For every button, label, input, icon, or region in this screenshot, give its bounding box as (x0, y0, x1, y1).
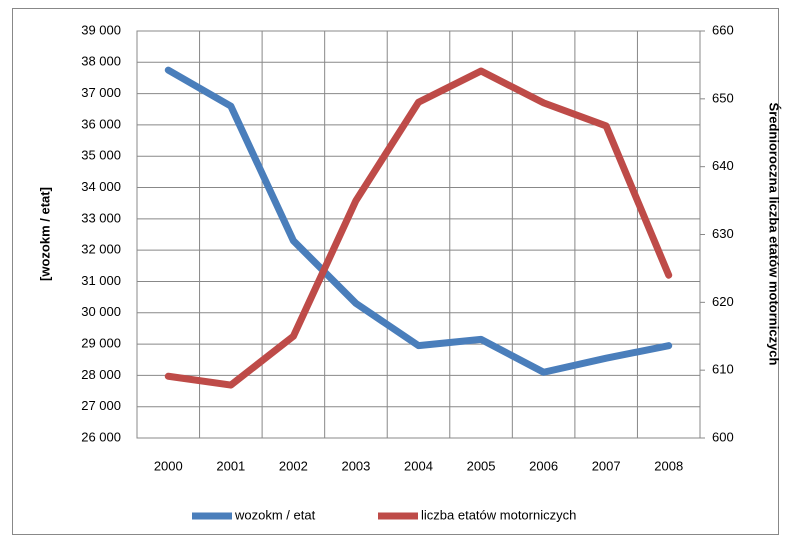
y2-tick-label: 640 (712, 158, 734, 173)
plot-area (136, 30, 701, 439)
legend-label: wozokm / etat (234, 507, 316, 522)
x-tick-label: 2006 (529, 458, 558, 473)
y-tick-label: 33 000 (81, 210, 121, 225)
x-tick-label: 2004 (404, 458, 433, 473)
y-tick-label: 36 000 (81, 116, 121, 131)
x-tick-label: 2005 (467, 458, 496, 473)
y2-tick-label: 600 (712, 429, 734, 444)
x-tick-label: 2001 (216, 458, 245, 473)
y-axis-title: [wozokm / etat] (37, 187, 52, 281)
legend-label: liczba etatów motorniczych (421, 507, 576, 522)
y2-tick-label: 620 (712, 294, 734, 309)
x-tick-label: 2007 (592, 458, 621, 473)
y-tick-label: 28 000 (81, 367, 121, 382)
y2-tick-label: 660 (712, 22, 734, 37)
y-tick-label: 32 000 (81, 242, 121, 257)
x-tick-label: 2008 (654, 458, 683, 473)
x-tick-label: 2003 (341, 458, 370, 473)
x-tick-label: 2002 (279, 458, 308, 473)
y2-tick-label: 630 (712, 226, 734, 241)
y-tick-label: 34 000 (81, 179, 121, 194)
x-tick-label: 2000 (154, 458, 183, 473)
series-line (164, 67, 673, 389)
y-tick-label: 31 000 (81, 273, 121, 288)
y2-tick-label: 650 (712, 90, 734, 105)
y2-axis-title: Średnioroczna liczba etatów motorniczych (767, 103, 782, 366)
y-tick-label: 29 000 (81, 336, 121, 351)
y-tick-label: 37 000 (81, 85, 121, 100)
y-tick-label: 38 000 (81, 54, 121, 69)
y2-tick-label: 610 (712, 362, 734, 377)
y-tick-label: 39 000 (81, 22, 121, 37)
y-tick-label: 35 000 (81, 148, 121, 163)
y-tick-label: 26 000 (81, 429, 121, 444)
series-line (164, 66, 673, 376)
y-tick-label: 27 000 (81, 398, 121, 413)
y-tick-label: 30 000 (81, 304, 121, 319)
